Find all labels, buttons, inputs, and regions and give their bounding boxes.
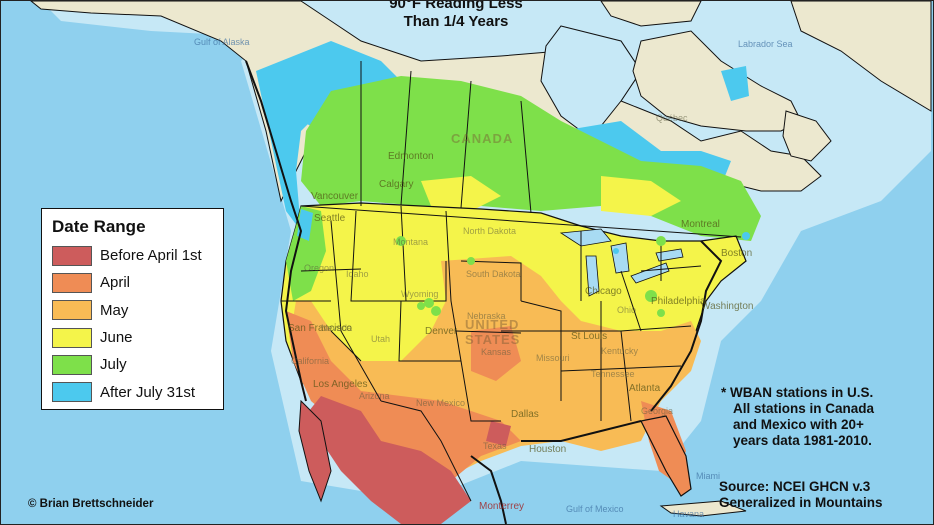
label-idaho: Idaho: [346, 269, 369, 279]
notes-line-2: All stations in Canada: [733, 401, 875, 416]
title-line-1: 90°F Reading Less: [389, 0, 523, 12]
legend: Date Range Before April 1st April May Ju…: [41, 208, 224, 410]
legend-swatch: [52, 272, 92, 293]
label-quebec: Québec: [656, 113, 688, 123]
label-california: California: [291, 356, 330, 366]
legend-item-before-april: Before April 1st: [52, 242, 215, 269]
label-philadelphia: Philadelphia: [651, 296, 706, 307]
source-line-1: Source: NCEI GHCN v.3: [719, 479, 871, 494]
legend-label: May: [100, 301, 129, 319]
label-texas: Texas: [483, 441, 507, 451]
label-kentucky: Kentucky: [601, 346, 639, 356]
label-edmonton: Edmonton: [388, 151, 434, 162]
notes-line-4: years data 1981-2010.: [733, 433, 872, 448]
label-montana: Montana: [393, 237, 429, 247]
label-canada: CANADA: [451, 131, 514, 146]
label-nebraska: Nebraska: [467, 311, 506, 321]
legend-item-after-july: After July 31st: [52, 378, 215, 405]
label-wyoming: Wyoming: [401, 289, 439, 299]
label-tennessee: Tennessee: [591, 369, 635, 379]
label-states: STATES: [465, 332, 521, 347]
legend-label: April: [100, 274, 131, 292]
label-houston: Houston: [529, 444, 567, 455]
label-united: UNITED: [465, 317, 520, 332]
label-missouri: Missouri: [536, 353, 570, 363]
legend-swatch: [52, 354, 92, 375]
label-labrador-sea: Labrador Sea: [738, 39, 793, 49]
legend-swatch: [52, 245, 92, 266]
legend-swatch: [52, 327, 92, 348]
label-st-louis: St Louis: [571, 331, 608, 342]
label-san-francisco: San Francisco: [288, 323, 352, 334]
label-vancouver: Vancouver: [311, 191, 359, 202]
legend-label: Before April 1st: [100, 247, 202, 265]
label-georgia: Georgia: [641, 406, 674, 416]
label-chicago: Chicago: [585, 286, 622, 297]
legend-swatch: [52, 382, 92, 403]
legend-item-may: May: [52, 297, 215, 324]
label-new-mexico: New Mexico: [416, 398, 466, 408]
label-washington: Washington: [701, 301, 754, 312]
map-title: 90°F Reading Less Than 1/4 Years: [331, 0, 581, 31]
label-gulf-of-alaska: Gulf of Alaska: [194, 37, 250, 47]
legend-label: After July 31st: [100, 383, 196, 401]
label-seattle: Seattle: [314, 213, 346, 224]
label-los-angeles: Los Angeles: [313, 379, 368, 390]
legend-item-april: April: [52, 269, 215, 296]
label-havana: Havana: [673, 509, 705, 519]
label-nevada: Nevada: [321, 323, 353, 333]
notes-line-3: and Mexico with 20+: [733, 417, 864, 432]
label-calgary: Calgary: [379, 179, 414, 190]
label-south-dakota: South Dakota: [466, 269, 521, 279]
label-north-dakota: North Dakota: [463, 226, 517, 236]
copyright-credit: © Brian Brettschneider: [28, 498, 154, 510]
legend-swatch: [52, 300, 92, 321]
station-notes: * WBAN stations in U.S. All stations in …: [721, 385, 921, 449]
legend-item-july: July: [52, 351, 215, 378]
label-boston: Boston: [721, 248, 753, 259]
label-monterrey: Monterrey: [479, 501, 525, 512]
label-utah: Utah: [371, 334, 391, 344]
data-source: Source: NCEI GHCN v.3 Generalized in Mou…: [719, 479, 929, 511]
source-line-2: Generalized in Mountains: [719, 495, 883, 510]
title-line-2: Than 1/4 Years: [403, 13, 509, 30]
label-atlanta: Atlanta: [629, 383, 661, 394]
notes-line-1: * WBAN stations in U.S.: [721, 385, 874, 400]
label-dallas: Dallas: [511, 409, 539, 420]
legend-label: June: [100, 329, 133, 347]
label-miami: Miami: [696, 471, 720, 481]
label-arizona: Arizona: [359, 391, 390, 401]
legend-item-june: June: [52, 324, 215, 351]
legend-label: July: [100, 356, 127, 374]
label-kansas: Kansas: [481, 347, 512, 357]
label-oregon: Oregon: [304, 263, 335, 273]
label-ohio: Ohio: [617, 305, 637, 315]
legend-title: Date Range: [52, 217, 146, 236]
label-montreal: Montreal: [681, 219, 720, 230]
label-gulf-of-mexico: Gulf of Mexico: [566, 504, 624, 514]
label-denver: Denver: [425, 326, 458, 337]
